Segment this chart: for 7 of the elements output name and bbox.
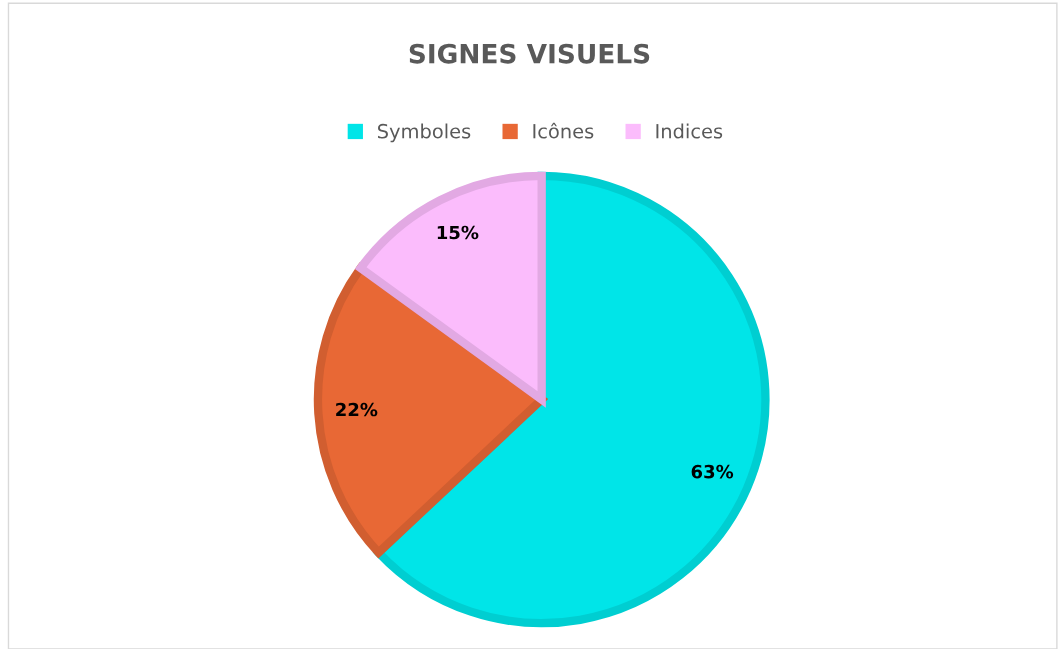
legend-label: Indices — [656, 123, 723, 139]
chart-title: SIGNES VISUELS — [409, 43, 650, 64]
legend-label: Symboles — [377, 123, 471, 143]
data-label: 63% — [691, 464, 734, 479]
legend-label: Icônes — [533, 122, 594, 139]
data-label: 22% — [336, 402, 378, 417]
data-label: 15% — [437, 225, 479, 240]
